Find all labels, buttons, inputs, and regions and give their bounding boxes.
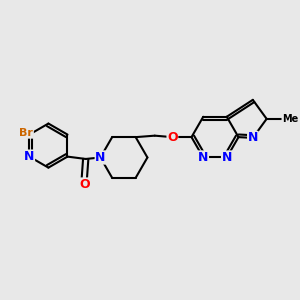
Text: Me: Me <box>282 114 298 124</box>
Text: Br: Br <box>20 128 33 138</box>
Text: O: O <box>167 130 178 144</box>
Text: N: N <box>24 150 34 163</box>
Text: N: N <box>248 131 258 144</box>
Text: N: N <box>222 151 232 164</box>
Text: N: N <box>198 151 208 164</box>
Text: O: O <box>79 178 90 191</box>
Text: N: N <box>95 151 106 164</box>
